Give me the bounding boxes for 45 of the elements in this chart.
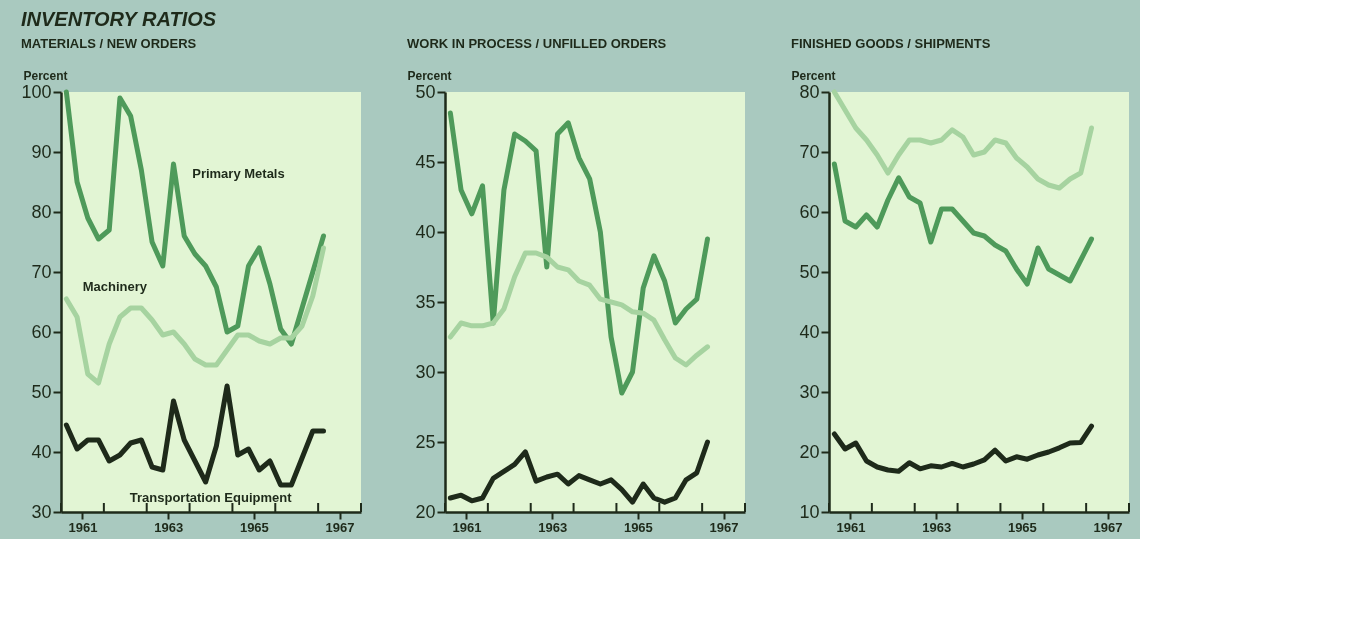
x-tick-label: 1961 — [452, 519, 482, 535]
y-tick-label: 35 — [415, 291, 436, 312]
y-tick-label: 50 — [799, 261, 820, 282]
y-tick-label: 50 — [31, 381, 52, 402]
y-tick-label: 40 — [799, 321, 820, 342]
y-tick-label: 60 — [31, 321, 52, 342]
y-tick-label: 45 — [415, 151, 436, 172]
series-label: Primary Metals — [192, 166, 285, 181]
chart-subtitle: FINISHED GOODS / SHIPMENTS — [791, 36, 991, 51]
x-tick-label: 1965 — [1007, 519, 1037, 535]
y-tick-label: 20 — [415, 501, 436, 522]
y-tick-label: 20 — [799, 441, 820, 462]
y-tick-label: 70 — [799, 141, 820, 162]
x-tick-label: 1967 — [1093, 519, 1123, 535]
x-tick-label: 1965 — [239, 519, 269, 535]
x-tick-label: 1961 — [68, 519, 98, 535]
x-tick-label: 1967 — [325, 519, 355, 535]
x-tick-label: 1965 — [623, 519, 653, 535]
y-tick-label: 40 — [31, 441, 52, 462]
y-tick-label: 80 — [799, 81, 820, 102]
x-tick-label: 1961 — [836, 519, 866, 535]
y-tick-label: 25 — [415, 431, 436, 452]
y-tick-label: 100 — [21, 81, 52, 102]
y-tick-label: 40 — [415, 221, 436, 242]
y-tick-label: 80 — [31, 201, 52, 222]
y-tick-label: 50 — [415, 81, 436, 102]
y-tick-label: 30 — [799, 381, 820, 402]
x-tick-label: 1963 — [154, 519, 184, 535]
chart-subtitle: MATERIALS / NEW ORDERS — [20, 36, 197, 51]
y-tick-label: 90 — [31, 141, 52, 162]
series-label: Transportation Equipment — [129, 490, 293, 505]
y-tick-label: 30 — [415, 361, 436, 382]
y-axis-title: Percent — [407, 68, 452, 83]
x-tick-label: 1967 — [709, 519, 739, 535]
y-tick-label: 70 — [31, 261, 52, 282]
y-tick-label: 60 — [799, 201, 820, 222]
x-tick-label: 1963 — [538, 519, 568, 535]
chart-title: INVENTORY RATIOS — [20, 8, 217, 30]
y-axis-title: Percent — [23, 68, 68, 83]
x-tick-label: 1963 — [922, 519, 952, 535]
y-tick-label: 10 — [799, 501, 820, 522]
chart-subtitle: WORK IN PROCESS / UNFILLED ORDERS — [407, 36, 667, 51]
y-axis-title: Percent — [791, 68, 836, 83]
y-tick-label: 30 — [31, 501, 52, 522]
series-label: Machinery — [82, 279, 148, 294]
